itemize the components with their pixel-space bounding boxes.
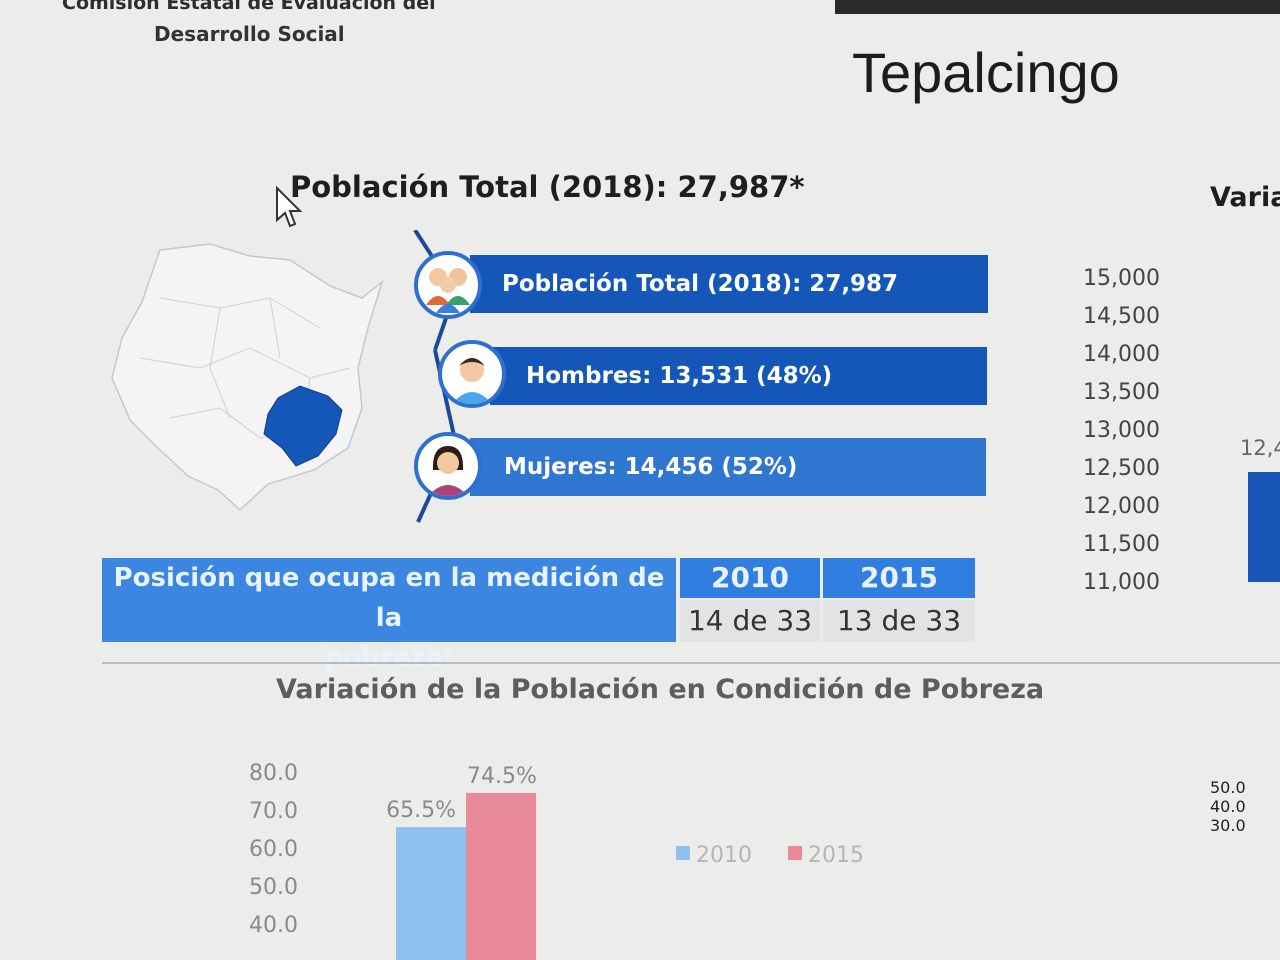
- mouse-cursor-icon: [276, 186, 303, 228]
- y-axis-tick: 80.0: [249, 761, 298, 786]
- poverty-rank-label-line2: pobreza:: [324, 643, 454, 673]
- right-axis-tick: 12,500: [1083, 456, 1160, 481]
- top-dark-strip: [835, 0, 1280, 14]
- section-divider: [102, 662, 1280, 664]
- rank-value-2015: 13 de 33: [823, 600, 975, 642]
- page-title: Tepalcingo: [852, 41, 1120, 104]
- man-avatar-icon: [438, 340, 506, 408]
- right-chart-axis: 15,000 14,500 14,000 13,500 13,000 12,500 12,0…: [1060, 266, 1160, 606]
- right-lower-axis-tick: 30.0: [1210, 816, 1246, 835]
- right-axis-tick: 11,000: [1083, 570, 1160, 595]
- bar-value-label: 74.5%: [467, 764, 537, 789]
- org-name-line2: Desarrollo Social: [154, 22, 345, 46]
- right-axis-tick: 12,000: [1083, 494, 1160, 519]
- men-population-label: Hombres: 13,531 (48%): [526, 363, 833, 389]
- bar-2015: [466, 792, 536, 960]
- right-axis-tick: 13,500: [1083, 380, 1160, 405]
- state-map: [111, 243, 384, 512]
- right-axis-tick: 11,500: [1083, 532, 1160, 557]
- right-axis-tick: 14,000: [1083, 342, 1160, 367]
- woman-avatar-icon: [414, 432, 482, 500]
- women-population-label: Mujeres: 14,456 (52%): [504, 454, 798, 480]
- total-population-bar: Población Total (2018): 27,987: [470, 255, 988, 313]
- org-name-line1: Comisión Estatal de Evaluación del: [62, 0, 436, 14]
- legend-label: 2015: [808, 843, 864, 868]
- right-chart-bar-label: 12,4: [1240, 436, 1280, 460]
- population-subtitle: Población Total (2018): 27,987*: [290, 170, 805, 204]
- right-chart-bar: [1248, 472, 1280, 582]
- men-population-bar: Hombres: 13,531 (48%): [490, 347, 987, 405]
- group-people-icon: [414, 251, 482, 319]
- legend-label: 2010: [696, 843, 752, 868]
- total-population-label: Población Total (2018): 27,987: [502, 271, 899, 297]
- legend-swatch: [676, 846, 690, 860]
- legend-swatch: [788, 846, 802, 860]
- right-axis-tick: 15,000: [1083, 266, 1160, 291]
- chart-title: Variación de la Población en Condición d…: [276, 674, 1045, 705]
- y-axis-tick: 70.0: [249, 799, 298, 824]
- right-lower-axis: 50.0 40.0 30.0: [1210, 778, 1280, 928]
- right-lower-axis-tick: 50.0: [1210, 778, 1246, 797]
- right-axis-tick: 13,000: [1083, 418, 1160, 443]
- poverty-rank-label: Posición que ocupa en la medición de la …: [102, 558, 676, 673]
- poverty-rank-label-line1: Posición que ocupa en la medición de la: [113, 563, 665, 633]
- right-lower-axis-tick: 40.0: [1210, 797, 1246, 816]
- right-panel-title: Varia: [1210, 182, 1280, 213]
- right-axis-tick: 14,500: [1083, 304, 1160, 329]
- y-axis-tick: 50.0: [249, 875, 298, 900]
- rank-year-2010: 2010: [680, 558, 820, 598]
- y-axis-tick: 40.0: [249, 913, 298, 938]
- bar-2010: [396, 827, 466, 960]
- poverty-bar-chart: 80.0 70.0 60.0 50.0 40.0 65.5% 74.5% 2010 2015: [249, 761, 864, 960]
- y-axis-tick: 60.0: [249, 837, 298, 862]
- rank-year-2015: 2015: [823, 558, 975, 598]
- rank-value-2010: 14 de 33: [680, 600, 820, 642]
- women-population-bar: Mujeres: 14,456 (52%): [470, 438, 986, 496]
- bar-value-label: 65.5%: [386, 798, 456, 823]
